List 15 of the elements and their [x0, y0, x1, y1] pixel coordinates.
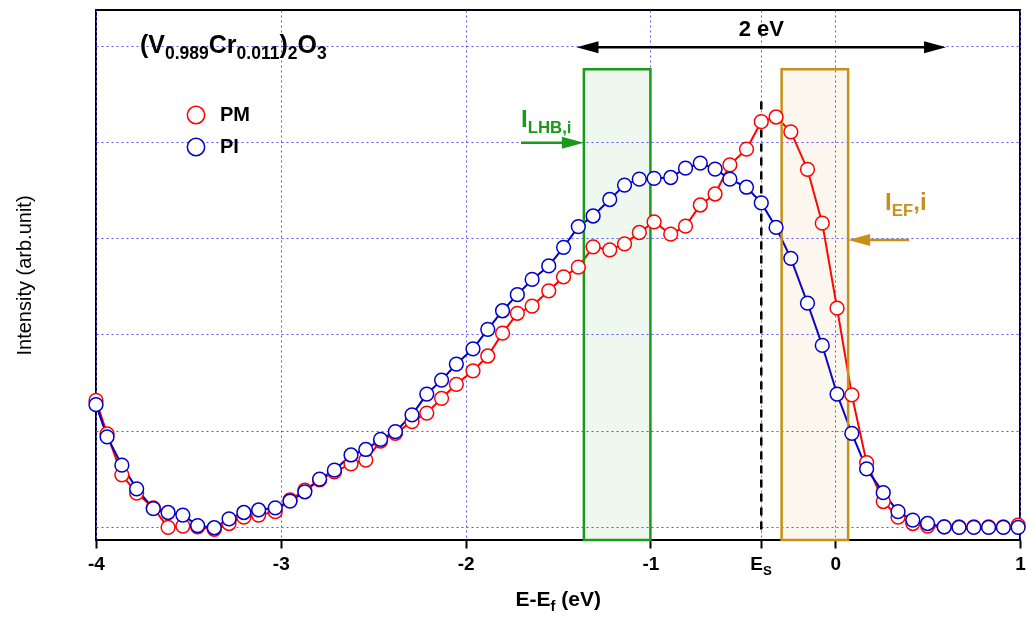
legend-label: PI — [220, 135, 239, 157]
x-tick-label: 0 — [830, 552, 841, 574]
y-axis-title: Intensity (arb.unit) — [12, 195, 35, 356]
legend-label: PM — [220, 103, 250, 125]
chart-title: (V$_{0.989}$Cr$_{0.011}$)$_{2}$O$_{3}$ — [140, 30, 327, 64]
x-tick-label: -2 — [457, 552, 475, 574]
x-tick-label: 1 — [1015, 552, 1026, 574]
band-label: I$_{EF}$,i — [885, 188, 927, 220]
band-label: I$_{LHB,i}$ — [521, 104, 572, 137]
x-tick-label: -3 — [272, 552, 290, 574]
x-axis-title: E-E$_{f}$ (eV) — [515, 587, 601, 615]
x-tick-label: E$_{S}$ — [750, 553, 772, 578]
text: 2 eV — [738, 16, 785, 41]
x-tick-label: -4 — [88, 552, 106, 574]
x-tick-label: -1 — [642, 552, 660, 574]
